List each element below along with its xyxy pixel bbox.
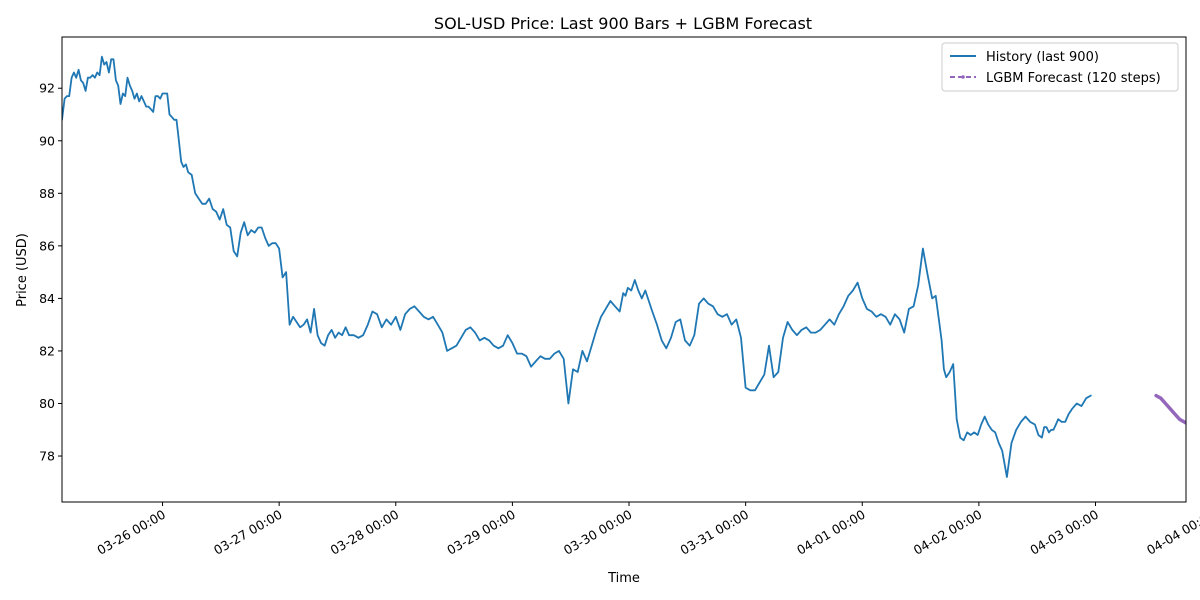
y-tick-label: 84: [39, 291, 55, 306]
x-tick-label: 04-01 00:00: [794, 507, 868, 558]
history-line: [62, 55, 1092, 478]
x-tick-label: 04-02 00:00: [911, 507, 985, 558]
x-tick-label: 04-04 00:00: [1144, 507, 1200, 558]
y-tick-label: 92: [39, 81, 55, 96]
x-axis-label: Time: [607, 571, 640, 586]
y-tick-label: 90: [39, 133, 55, 148]
legend-forecast-marker: [961, 75, 965, 79]
x-tick-label: 04-03 00:00: [1027, 507, 1101, 558]
forecast-line: [1154, 393, 1186, 425]
legend-forecast-label: LGBM Forecast (120 steps): [986, 71, 1161, 86]
x-tick-label: 03-30 00:00: [561, 507, 635, 558]
x-tick-label: 03-27 00:00: [211, 507, 285, 558]
x-tick-label: 03-26 00:00: [94, 507, 168, 558]
series-layer: [62, 55, 1186, 478]
y-tick-label: 86: [39, 238, 55, 253]
y-tick-label: 80: [39, 396, 55, 411]
x-tick-label: 03-31 00:00: [678, 507, 752, 558]
axes-ticks: 78 80 82 84 86 88 90 92 03-26 00:00 03-27 00:00 03…: [39, 81, 1200, 558]
y-axis-label: Price (USD): [15, 233, 30, 307]
legend-box: [941, 42, 1179, 92]
x-tick-label: 03-29 00:00: [444, 507, 518, 558]
legend: History (last 900) LGBM Forecast (120 st…: [941, 42, 1179, 92]
plot-frame: [61, 36, 1187, 503]
y-tick-label: 88: [39, 186, 55, 201]
chart-title: SOL-USD Price: Last 900 Bars + LGBM Fore…: [434, 14, 812, 33]
y-tick-label: 82: [39, 343, 55, 358]
x-tick-label: 03-28 00:00: [328, 507, 402, 558]
y-tick-label: 78: [39, 449, 55, 464]
legend-history-label: History (last 900): [986, 50, 1099, 65]
